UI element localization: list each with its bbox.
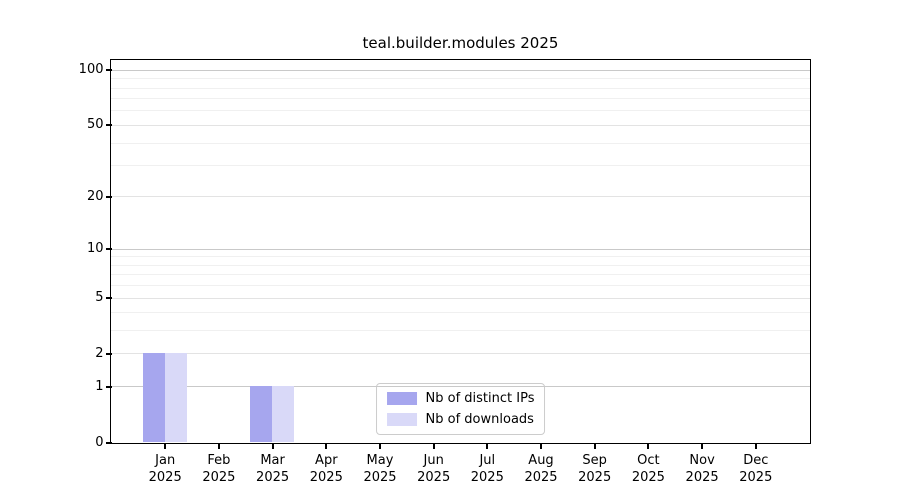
x-tick-year: 2025 (363, 469, 397, 485)
minor-gridline (111, 98, 810, 100)
y-tick-mark (105, 441, 112, 444)
x-tick-month: Mar (260, 452, 285, 468)
x-tick-mark (540, 444, 542, 449)
y-tick-mark (105, 385, 112, 388)
x-tick-label: Mar 2025 (242, 452, 304, 486)
x-tick-label: Nov 2025 (671, 452, 733, 486)
minor-gridline (111, 78, 810, 80)
minor-gridline (111, 274, 810, 276)
x-tick-month: May (366, 452, 394, 468)
x-tick-mark (432, 444, 435, 449)
minor-gridline (111, 312, 810, 314)
minor-gridline (111, 330, 810, 332)
x-tick-month: Dec (743, 452, 769, 468)
y-tick-label: 0 (95, 434, 104, 450)
minor-gridline (111, 264, 810, 266)
bar-distinct-ips (250, 386, 273, 442)
minor-gridline (111, 256, 810, 258)
x-tick-label: May 2025 (349, 452, 411, 486)
x-tick-label: Apr 2025 (295, 452, 357, 486)
legend: Nb of distinct IPs Nb of downloads (375, 383, 546, 435)
x-tick-year: 2025 (685, 469, 719, 485)
x-tick-label: Oct 2025 (617, 452, 679, 486)
x-tick-mark (593, 444, 596, 449)
x-tick-year: 2025 (202, 469, 236, 485)
x-tick-year: 2025 (631, 469, 665, 485)
x-tick-month: Jun (423, 452, 444, 468)
x-tick-label: Feb 2025 (188, 452, 250, 486)
legend-swatch (386, 392, 417, 405)
minor-gridline (111, 110, 810, 112)
x-tick-month: Aug (528, 452, 554, 468)
x-tick-mark (271, 444, 274, 449)
bar-distinct-ips (142, 353, 165, 442)
x-tick-mark (701, 444, 704, 449)
x-tick-month: Feb (207, 452, 231, 468)
legend-item: Nb of downloads (386, 410, 535, 429)
y-tick-mark (105, 248, 112, 251)
x-tick-year: 2025 (470, 469, 504, 485)
gridline (111, 353, 810, 355)
x-tick-mark (325, 444, 328, 449)
legend-item: Nb of distinct IPs (386, 389, 535, 408)
x-tick-month: Jul (479, 452, 496, 468)
y-tick-label: 2 (95, 345, 104, 361)
gridline (111, 386, 810, 388)
x-tick-mark (217, 444, 220, 449)
x-tick-label: Jan 2025 (134, 452, 196, 486)
x-tick-year: 2025 (148, 469, 182, 485)
y-tick-mark (105, 297, 112, 299)
chart-title: teal.builder.modules 2025 (362, 34, 559, 52)
gridline (111, 124, 810, 126)
legend-swatch (386, 413, 417, 426)
y-tick-label: 10 (86, 241, 104, 257)
x-tick-year: 2025 (524, 469, 558, 485)
y-tick-mark (105, 124, 112, 127)
x-tick-year: 2025 (417, 469, 451, 485)
y-tick-label: 1 (95, 378, 104, 394)
y-tick-label: 100 (78, 62, 104, 78)
x-tick-label: Jun 2025 (403, 452, 465, 486)
x-tick-mark (379, 444, 381, 449)
x-tick-label: Dec 2025 (725, 452, 787, 486)
bar-downloads (164, 353, 187, 442)
y-tick-mark (105, 69, 112, 72)
gridline (111, 248, 810, 250)
x-tick-label: Aug 2025 (510, 452, 572, 486)
bar-downloads (272, 386, 295, 442)
minor-gridline (111, 285, 810, 287)
x-tick-month: Sep (582, 452, 607, 468)
x-tick-month: Nov (689, 452, 715, 468)
minor-gridline (111, 165, 810, 166)
y-tick-label: 20 (86, 188, 104, 204)
minor-gridline (111, 142, 810, 144)
gridline (111, 69, 810, 71)
y-tick-label: 50 (86, 117, 104, 133)
y-tick-mark (105, 352, 112, 355)
x-tick-label: Sep 2025 (564, 452, 626, 486)
x-tick-mark (164, 444, 167, 449)
x-tick-label: Jul 2025 (456, 452, 518, 486)
minor-gridline (111, 87, 810, 89)
gridline (111, 196, 810, 198)
plot-area: Nb of distinct IPs Nb of downloads (110, 59, 811, 444)
x-tick-mark (647, 444, 650, 449)
x-tick-mark (754, 444, 757, 449)
x-tick-year: 2025 (256, 469, 290, 485)
x-tick-year: 2025 (578, 469, 612, 485)
x-tick-month: Oct (637, 452, 660, 468)
x-tick-mark (486, 444, 489, 449)
x-tick-year: 2025 (739, 469, 773, 485)
x-tick-month: Apr (315, 452, 338, 468)
x-tick-month: Jan (155, 452, 176, 468)
legend-label: Nb of distinct IPs (425, 391, 535, 406)
x-tick-year: 2025 (309, 469, 343, 485)
y-tick-label: 5 (95, 290, 104, 305)
y-tick-mark (105, 195, 112, 198)
legend-label: Nb of downloads (425, 412, 534, 427)
gridline (111, 297, 810, 299)
